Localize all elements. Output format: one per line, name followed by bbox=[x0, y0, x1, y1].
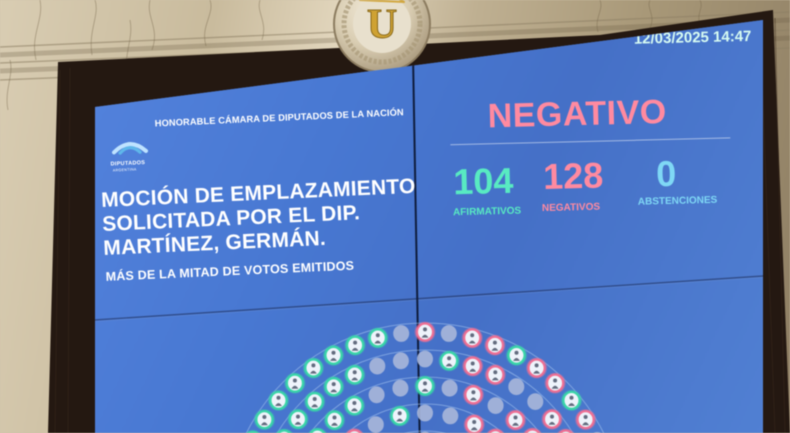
svg-text:U: U bbox=[367, 2, 397, 48]
